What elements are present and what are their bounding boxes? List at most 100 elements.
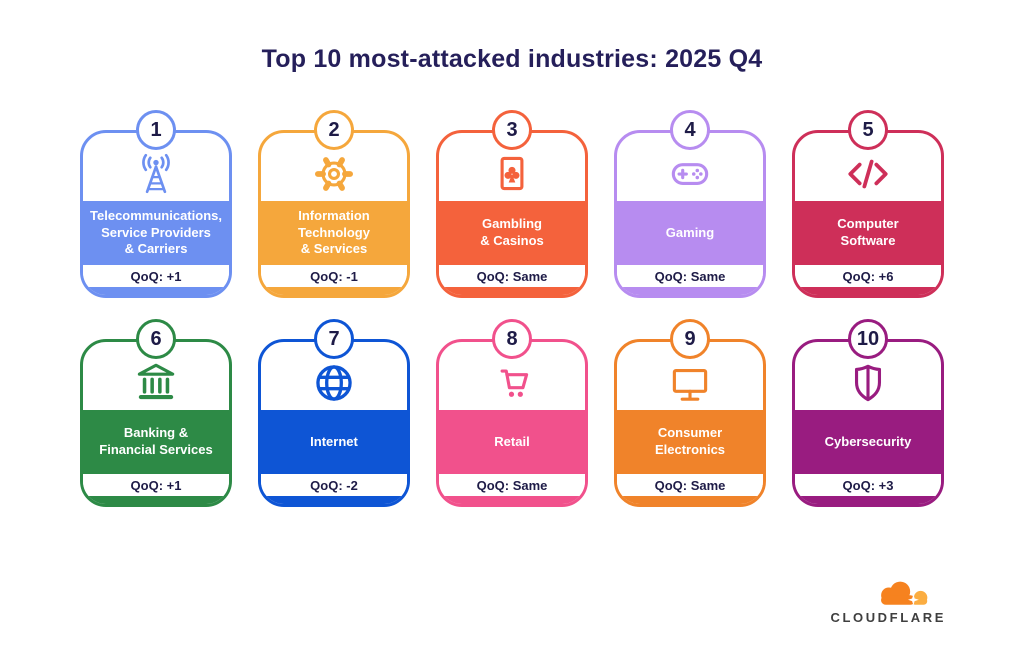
page-title: Top 10 most-attacked industries: 2025 Q4 (261, 45, 763, 73)
industry-label-line: Consumer (657, 425, 723, 441)
rank-badge: 10 (848, 319, 888, 359)
industry-label: Retail (439, 410, 585, 474)
rank-number: 5 (862, 118, 874, 141)
qoq-label: QoQ: +3 (842, 477, 894, 493)
rank-number: 1 (150, 118, 162, 141)
industry-card-body: Internet QoQ: -2 (258, 339, 410, 507)
industry-label: Telecommunications, Service Providers & Ca… (83, 201, 229, 265)
rank-badge: 2 (314, 110, 354, 150)
industry-label-line: Software (840, 233, 896, 248)
industry-label-line: Electronics (654, 442, 726, 457)
cloudflare-logo: CLOUDFLARE (828, 579, 946, 625)
bottom-accent-bar (83, 287, 229, 295)
playing-card-icon (487, 149, 537, 199)
qoq-label: QoQ: Same (654, 268, 726, 284)
globe-icon (309, 358, 359, 408)
industry-card: 10 Cybersecurity QoQ: +3 (792, 319, 944, 507)
qoq-footer: QoQ: Same (617, 265, 763, 287)
bottom-accent-bar (617, 287, 763, 295)
industry-card-body: Retail QoQ: Same (436, 339, 588, 507)
qoq-label: QoQ: Same (654, 477, 726, 493)
industry-card-body: Information Technology & Services QoQ: -1 (258, 130, 410, 298)
industry-label-line: Retail (494, 433, 530, 449)
industry-label-line: Banking & (123, 425, 189, 441)
industry-card: 1 Telecommunications, Service Providers & … (80, 110, 232, 298)
industry-card: 8 Retail QoQ: Same (436, 319, 588, 507)
rank-badge: 8 (492, 319, 532, 359)
industry-card: 9 Consumer Electronics QoQ: Same (614, 319, 766, 507)
shopping-cart-icon (487, 358, 537, 408)
qoq-footer: QoQ: -2 (261, 474, 407, 496)
gear-icon (309, 149, 359, 199)
industry-label: Banking & Financial Services (83, 410, 229, 474)
industry-label: Information Technology & Services (261, 201, 407, 265)
industry-label-line: Gambling (482, 216, 542, 232)
industry-card: 2 Information Technology & Services QoQ: -… (258, 110, 410, 298)
code-icon (843, 149, 893, 199)
rank-badge: 3 (492, 110, 532, 150)
rank-badge: 4 (670, 110, 710, 150)
industry-card: 4 Gaming QoQ: Same (614, 110, 766, 298)
qoq-footer: QoQ: +1 (83, 265, 229, 287)
rank-number: 8 (506, 327, 518, 350)
qoq-footer: QoQ: Same (439, 474, 585, 496)
industry-label-line: Information (298, 208, 370, 224)
industry-label: Gaming (617, 201, 763, 265)
qoq-label: QoQ: +6 (842, 268, 894, 284)
bottom-accent-bar (83, 496, 229, 504)
qoq-label: QoQ: -1 (310, 268, 358, 284)
bottom-accent-bar (439, 496, 585, 504)
qoq-label: QoQ: +1 (130, 477, 182, 493)
industry-card: 3 Gambling & Casinos QoQ: Same (436, 110, 588, 298)
rank-badge: 9 (670, 319, 710, 359)
industry-label-line: Cybersecurity (824, 433, 912, 449)
industry-label-line: Service Providers (101, 224, 211, 240)
qoq-footer: QoQ: Same (439, 265, 585, 287)
industry-label-line: Computer (837, 216, 899, 232)
rank-number: 10 (856, 327, 880, 350)
industry-label: Computer Software (795, 201, 941, 265)
qoq-label: QoQ: Same (476, 268, 548, 284)
industry-label: Cybersecurity (795, 410, 941, 474)
industry-label: Internet (261, 410, 407, 474)
bottom-accent-bar (439, 287, 585, 295)
rank-number: 4 (684, 118, 696, 141)
cloudflare-wordmark: CLOUDFLARE (830, 610, 946, 625)
antenna-icon (131, 149, 181, 199)
industry-card-body: Telecommunications, Service Providers & Ca… (80, 130, 232, 298)
industry-card-body: Gambling & Casinos QoQ: Same (436, 130, 588, 298)
industry-card-body: Cybersecurity QoQ: +3 (792, 339, 944, 507)
game-controller-icon (665, 149, 715, 199)
industry-card-body: Gaming QoQ: Same (614, 130, 766, 298)
rank-badge: 6 (136, 319, 176, 359)
bottom-accent-bar (261, 496, 407, 504)
rank-badge: 5 (848, 110, 888, 150)
monitor-icon (665, 358, 715, 408)
bottom-accent-bar (795, 287, 941, 295)
industry-card-body: Consumer Electronics QoQ: Same (614, 339, 766, 507)
industry-label-line: & Casinos (480, 233, 544, 248)
bottom-accent-bar (617, 496, 763, 504)
rank-number: 7 (328, 327, 340, 350)
industry-card: 6 Banking & Financial Services QoQ: +1 (80, 319, 232, 507)
rank-badge: 1 (136, 110, 176, 150)
industry-card: 7 Internet QoQ: -2 (258, 319, 410, 507)
rank-badge: 7 (314, 319, 354, 359)
cards-grid: 1 Telecommunications, Service Providers & … (0, 110, 1024, 507)
rank-number: 6 (150, 327, 162, 350)
rank-number: 2 (328, 118, 340, 141)
industry-label-line: Financial Services (99, 442, 213, 457)
industry-card-body: Banking & Financial Services QoQ: +1 (80, 339, 232, 507)
industry-label-line: & Services (300, 241, 368, 257)
qoq-footer: QoQ: +3 (795, 474, 941, 496)
qoq-footer: QoQ: Same (617, 474, 763, 496)
bottom-accent-bar (795, 496, 941, 504)
industry-label: Gambling & Casinos (439, 201, 585, 265)
industry-label: Consumer Electronics (617, 410, 763, 474)
qoq-label: QoQ: Same (476, 477, 548, 493)
industry-label-line: Technology (298, 224, 370, 240)
qoq-label: QoQ: -2 (310, 477, 358, 493)
qoq-label: QoQ: +1 (130, 268, 182, 284)
industry-card-body: Computer Software QoQ: +6 (792, 130, 944, 298)
qoq-footer: QoQ: +6 (795, 265, 941, 287)
